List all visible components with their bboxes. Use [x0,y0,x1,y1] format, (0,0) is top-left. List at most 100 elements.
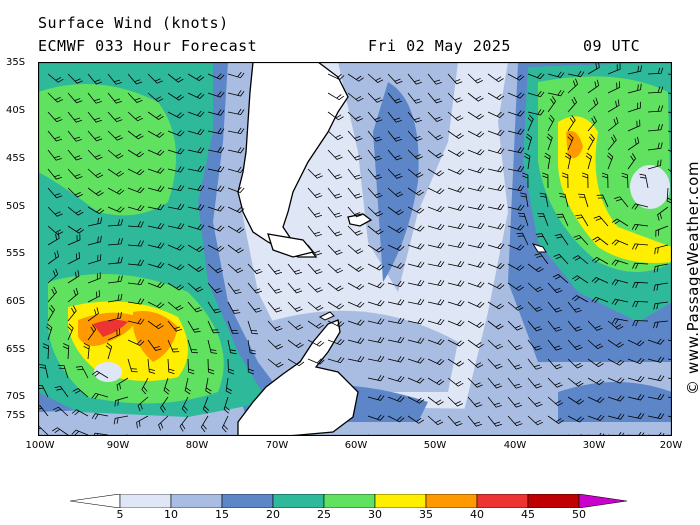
wind-barb [67,111,83,123]
wind-barb [547,339,563,351]
wind-barb [567,78,579,94]
wind-barb [307,301,324,311]
wind-barb [667,168,672,173]
wind-barb [567,301,582,313]
wind-barb [407,92,422,104]
wind-barb [611,239,629,246]
wind-barb [307,358,325,365]
wind-barb [587,414,605,421]
wind-barb [367,206,383,217]
wind-barb [247,282,263,294]
wind-barb [87,149,103,160]
wind-barb [367,263,385,271]
colorbar-cell [527,494,580,508]
wind-barb [387,262,405,269]
wind-barb [200,415,209,433]
map-title: Surface Wind (knots) [38,14,229,32]
wind-barb [447,415,463,427]
wind-barb [564,152,572,170]
wind-barb [447,149,465,157]
wind-barb [167,301,184,311]
colorbar-label: 20 [266,508,280,521]
wind-barb [537,213,549,227]
wind-barb [147,149,165,156]
wind-barb [507,415,523,427]
land-falklands [347,213,373,227]
wind-barb [547,415,564,424]
wind-barb [107,168,124,177]
wind-barb [447,339,465,347]
wind-barb [467,320,485,328]
wind-barb [347,168,362,180]
wind-barb [587,133,595,151]
wind-barb [347,73,364,82]
wind-barb [187,339,198,354]
wind-barb [467,111,485,120]
wind-barb [587,396,605,403]
wind-barb [653,263,669,273]
wind-barb [307,282,323,293]
wind-barb [167,282,185,291]
colorbar-cell [70,494,121,508]
wind-barb [167,73,184,83]
wind-barb [107,206,125,213]
wind-barb [47,187,63,199]
wind-barb [247,301,262,313]
wind-barb [387,130,403,142]
wind-barb [227,186,245,193]
wind-barb [487,377,503,389]
wind-barb [518,212,529,227]
wind-barb [591,296,609,304]
wind-barb [347,263,364,272]
wind-barb [387,225,405,234]
lon-label: 60W [344,440,368,451]
wind-barb [467,396,483,408]
land-south-georgia [531,243,547,253]
wind-barb [87,217,102,227]
wind-barb [467,185,485,192]
wind-barb [67,149,83,161]
storm-center-low-pacific [94,362,122,382]
wind-barb [607,339,624,348]
wind-barb [91,392,109,400]
wind-barb [184,377,191,395]
wind-barb [427,187,445,195]
wind-barb [507,92,525,99]
wind-barb [447,241,465,249]
wind-barb [467,73,483,84]
wind-barb [107,187,125,195]
wind-barb [67,287,79,303]
wind-barb [546,133,553,151]
wind-barb [158,415,169,431]
wind-barb [467,415,483,427]
wind-barb [67,233,81,246]
wind-barb [38,405,49,417]
wind-barb [147,358,156,374]
wind-barb [347,187,363,199]
wind-barb [187,301,203,313]
wind-barb [627,83,642,94]
wind-barb [627,431,645,436]
wind-barb [447,204,465,211]
wind-barb [62,343,70,360]
wind-barb [567,70,585,78]
wind-barb [627,394,645,401]
wind-barb [147,167,165,174]
wind-barb [507,128,525,135]
wind-barb [87,254,102,265]
wind-barb [607,320,624,330]
wind-barb [127,259,145,266]
wind-barb [287,282,303,294]
wind-barb [167,358,175,375]
forecast-time: 09 UTC [583,37,641,55]
wind-barb [407,377,425,384]
wind-barb [527,415,544,426]
wind-barb [67,305,77,322]
wind-barb [542,172,549,189]
wind-barb [87,290,101,303]
wind-barb [221,415,229,433]
wind-barb [347,92,364,102]
wind-barb [547,358,563,370]
wind-barb [227,127,245,135]
wind-barb [487,282,505,290]
